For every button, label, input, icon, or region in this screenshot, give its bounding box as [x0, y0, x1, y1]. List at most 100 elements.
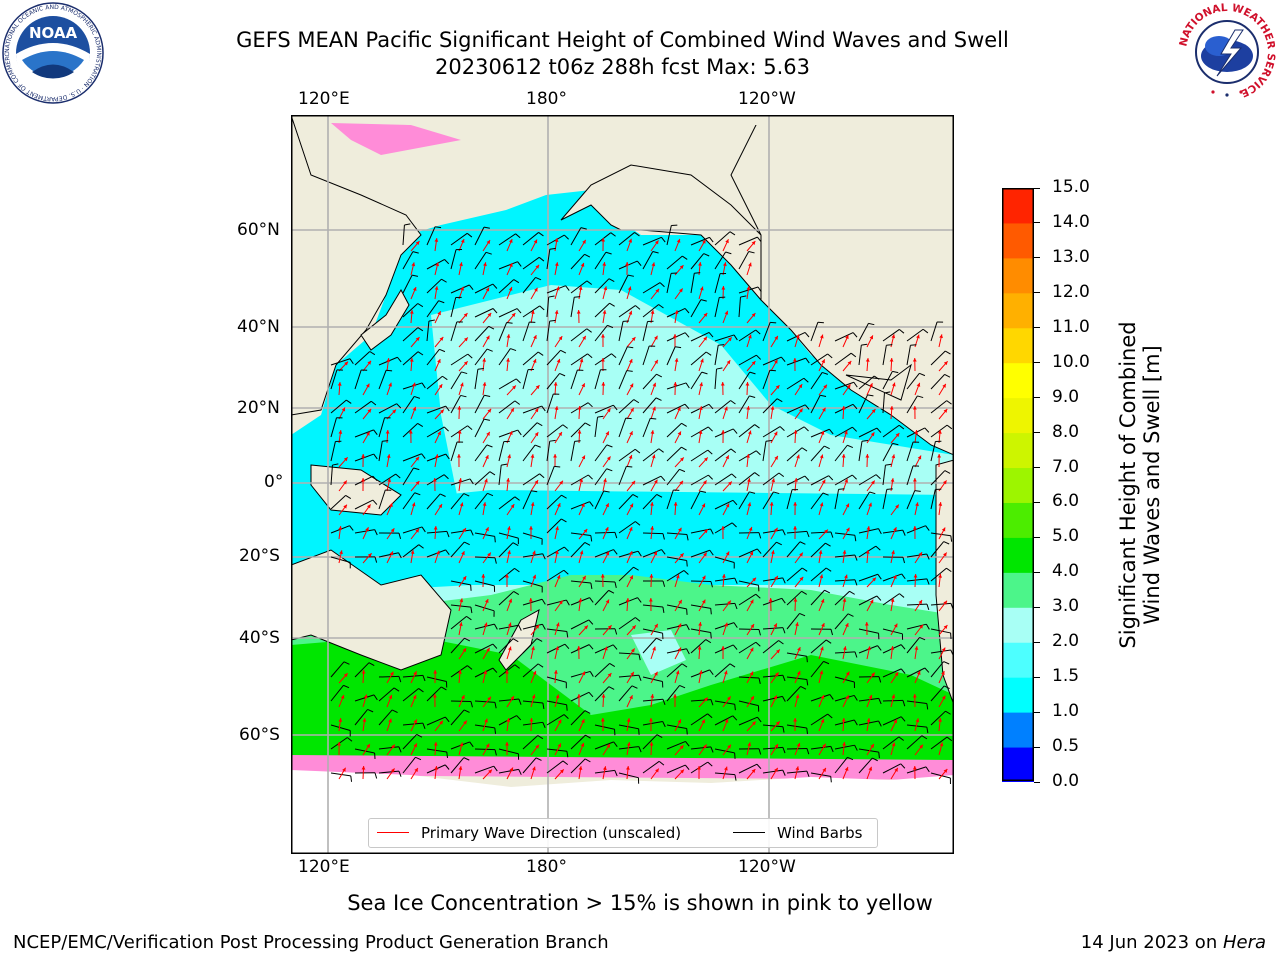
wind-barb-flag: [799, 612, 806, 617]
wind-barb-flag: [608, 589, 615, 594]
wind-barb: [882, 668, 902, 678]
wave-direction-arrowhead: [510, 504, 515, 509]
wind-barb: [474, 623, 495, 630]
wave-direction-arrowhead: [462, 576, 467, 581]
wind-barb-flag: [632, 494, 639, 498]
wave-direction-arrowhead: [583, 528, 588, 533]
wind-barb: [426, 405, 446, 414]
wind-barb: [618, 346, 628, 366]
wave-direction-arrowhead: [508, 286, 513, 291]
wind-barb-flag: [349, 358, 354, 365]
wind-barb: [546, 569, 565, 582]
wind-barb-flag: [655, 397, 662, 401]
wind-barb: [450, 529, 471, 534]
wind-barb: [594, 324, 608, 342]
wind-barb-flag: [925, 766, 930, 773]
wind-barb: [642, 321, 649, 342]
wave-direction-arrowhead: [343, 504, 347, 509]
wind-barb-flag: [868, 322, 875, 326]
land-baja: [845, 363, 912, 401]
wave-direction-arrowhead: [602, 262, 607, 266]
wind-barb: [594, 251, 607, 270]
wind-barb-flag: [417, 327, 424, 332]
wave-direction-arrowhead: [842, 742, 846, 746]
wave-direction-arrowhead: [606, 408, 611, 413]
wave-direction-arrowhead: [820, 694, 825, 699]
wave-direction-arrowhead: [912, 358, 917, 362]
wave-direction-arrowhead: [891, 454, 896, 459]
colorbar-label: Significant Height of Combined Wind Wave…: [1116, 321, 1164, 649]
wind-barb: [930, 400, 948, 414]
wind-barb-flag: [542, 553, 546, 560]
wind-barb-flag: [534, 444, 541, 448]
wave-direction-arrowhead: [650, 694, 655, 698]
wind-barb-flag: [778, 472, 785, 478]
wind-barb: [810, 772, 831, 777]
map-frame: [291, 115, 954, 854]
wave-direction-arrowhead: [386, 358, 391, 362]
wind-barb: [498, 378, 517, 390]
wave-direction-arrowhead: [919, 744, 923, 749]
wave-direction-arrowhead: [413, 743, 417, 748]
colorbar-tick-mark: [1034, 222, 1040, 224]
wind-barb-flag: [902, 557, 906, 564]
wind-barb: [930, 649, 951, 654]
wind-barb: [786, 447, 803, 462]
wave-direction-arrowhead: [603, 286, 608, 291]
wave-direction-arrowhead: [819, 670, 824, 675]
wind-barb: [858, 345, 862, 366]
wave-direction-arrowhead: [535, 744, 539, 749]
wave-direction-arrowhead: [776, 649, 780, 654]
wave-direction-arrowhead: [576, 646, 581, 650]
wind-barb: [474, 556, 496, 559]
wind-barb: [570, 353, 588, 366]
colorbar-tick-mark: [1034, 536, 1040, 538]
wind-barb-flag: [587, 353, 593, 359]
wave-direction-arrowhead: [341, 407, 346, 412]
wave-direction-arrowhead: [532, 358, 537, 363]
wave-direction-arrowhead: [698, 670, 703, 675]
wind-barb-flag: [849, 590, 855, 595]
wind-barb: [522, 638, 538, 654]
wind-barb: [810, 372, 823, 390]
wind-barb-flag: [445, 405, 450, 412]
wind-barb-flag: [564, 234, 569, 240]
wave-direction-arrowhead: [916, 382, 921, 387]
colorbar-tick-mark: [1034, 781, 1040, 783]
wave-direction-arrowhead: [938, 574, 943, 578]
wave-direction-arrowhead: [747, 430, 752, 435]
wind-barb: [858, 748, 879, 753]
wind-barb: [738, 297, 741, 318]
wind-barb: [474, 471, 491, 486]
wind-barb-flag: [685, 741, 690, 747]
wind-barb-flag: [650, 417, 657, 420]
wind-barb-flag: [824, 589, 831, 594]
wind-barb: [930, 661, 945, 678]
wave-direction-arrowhead: [845, 503, 850, 508]
wind-barb-flag: [675, 346, 682, 349]
wind-barb: [666, 422, 682, 438]
wave-direction-arrowhead: [823, 384, 827, 389]
wave-direction-arrowhead: [890, 478, 895, 482]
wind-barb-flag: [731, 473, 737, 479]
wind-barb: [474, 418, 485, 438]
wind-barb-flag: [631, 685, 638, 689]
wind-barb: [594, 369, 601, 390]
wind-barb: [762, 695, 783, 702]
wind-barb: [402, 327, 419, 342]
wind-barb: [762, 356, 782, 366]
wave-direction-arrowhead: [774, 672, 779, 677]
wind-barb-flag: [825, 542, 831, 547]
wind-barb-flag: [838, 488, 845, 490]
wind-barb-flag: [466, 232, 473, 238]
wave-direction-arrowhead: [509, 431, 513, 436]
wind-barb: [570, 369, 578, 390]
wind-barb-flag: [626, 370, 633, 372]
wind-barb: [810, 745, 831, 750]
wind-barb: [786, 357, 806, 366]
wave-direction-arrowhead: [511, 313, 516, 317]
wind-barb-flag: [732, 428, 738, 434]
wind-barb: [738, 580, 759, 586]
wind-barb: [930, 470, 946, 486]
wave-direction-arrowhead: [628, 359, 633, 364]
